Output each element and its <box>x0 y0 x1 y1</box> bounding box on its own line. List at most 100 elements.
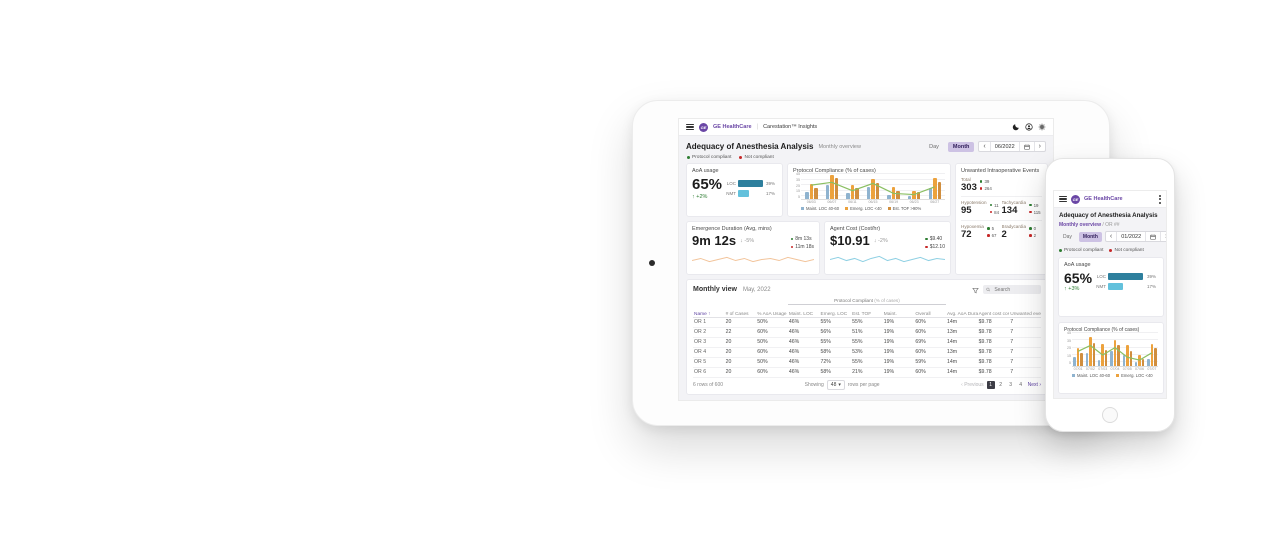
y-tick-label: 15 <box>1067 353 1071 358</box>
search-input[interactable] <box>992 285 1038 294</box>
emergence-duration-value: 9m 12s <box>692 233 737 248</box>
column-header[interactable]: Maint. <box>882 304 915 318</box>
table-cell: 20 <box>724 317 757 328</box>
bar-maint-loc-40-60 <box>907 196 912 199</box>
metric-label: Tachycardia <box>1001 200 1027 206</box>
bar-maint-loc-40-60 <box>846 193 850 199</box>
column-header[interactable]: Overall <box>914 304 946 318</box>
filter-icon[interactable] <box>972 281 979 299</box>
phone-toggle-day[interactable]: Day <box>1063 233 1072 240</box>
legend-dot <box>687 156 690 159</box>
table-cell: 60% <box>756 327 788 338</box>
bar-group <box>822 174 843 199</box>
bar-maint-loc-40-60 <box>887 194 891 199</box>
pagination-page-3[interactable]: 3 <box>1009 381 1013 388</box>
bar-group <box>924 174 945 199</box>
x-tick-label: 07/05 <box>1122 367 1132 371</box>
prev-period-button[interactable]: ‹ <box>983 143 986 150</box>
aoa-usage-value: 65% <box>692 176 723 193</box>
phone-next-period-button[interactable]: › <box>1160 232 1166 241</box>
table-row[interactable]: OR 3 20 50% 46% 55% 55% 19% 69% 14m $9.78 7 <box>693 337 1041 348</box>
rows-per-page-select[interactable]: 48 ▾ <box>826 379 845 390</box>
overall-trend-line <box>801 174 945 199</box>
hbar-fill <box>738 189 749 197</box>
dark-mode-moon-icon[interactable] <box>1012 123 1020 131</box>
phone-selected-period[interactable]: 01/2022 <box>1116 232 1145 241</box>
gridline <box>1072 339 1158 341</box>
table-cell: 13m <box>946 327 978 338</box>
bar-est-tof-90- <box>855 188 859 199</box>
bar-est-tof-90- <box>1141 358 1145 366</box>
pagination-next[interactable]: Next › <box>1027 381 1041 388</box>
table-cell: 20 <box>724 337 757 348</box>
phone-page-title: Adequacy of Anesthesia Analysis <box>1059 212 1158 219</box>
legend-dot <box>1059 249 1062 252</box>
brand-divider: | <box>756 124 759 130</box>
home-button[interactable] <box>1102 407 1118 423</box>
bar-est-tof-90- <box>1092 342 1096 366</box>
table-cell: 58% <box>819 367 852 378</box>
table-cell: 60% <box>756 347 788 358</box>
toggle-day[interactable]: Day <box>929 143 939 150</box>
bar-maint-loc-40-60 <box>1147 358 1150 366</box>
toggle-month[interactable]: Month <box>947 141 975 152</box>
table-cell: 21% <box>851 367 883 378</box>
menu-icon[interactable] <box>686 123 694 131</box>
phone-protocol-card: Protocol Compliance (% of cases) 5 15 25 35… <box>1058 322 1164 394</box>
column-header[interactable]: # of Cases <box>724 304 757 318</box>
user-account-icon[interactable] <box>1025 123 1033 131</box>
table-row[interactable]: OR 2 22 60% 46% 56% 51% 19% 60% 13m $9.78 7 <box>693 327 1041 338</box>
tablet-appbar: GE GE HealthCare | Carestation™ Insights <box>679 119 1053 136</box>
bar-emerg-loc-40 <box>1113 340 1117 366</box>
table-cell: 46% <box>787 337 820 348</box>
settings-gear-icon[interactable] <box>1038 123 1046 131</box>
bar-est-tof-90- <box>1080 352 1083 366</box>
column-header[interactable]: Est. TOF <box>851 304 883 318</box>
selected-period[interactable]: 06/2022 <box>989 142 1019 151</box>
column-header[interactable]: Maint. LOC <box>787 304 820 318</box>
bar-group <box>801 174 822 199</box>
metric-bad-count: 115 <box>1029 210 1041 215</box>
phone-aoa-usage-card: AoA usage 65% ↑ +3% LOC 39% NMT 17% <box>1058 257 1164 317</box>
more-options-icon[interactable] <box>1159 194 1161 204</box>
calendar-icon[interactable] <box>1018 142 1034 151</box>
table-row[interactable]: OR 4 20 60% 46% 58% 53% 19% 60% 13m $9.78 7 <box>693 347 1041 358</box>
table-cell: 19% <box>882 367 915 378</box>
next-period-button[interactable]: › <box>1033 142 1045 151</box>
table-row[interactable]: OR 5 20 50% 46% 72% 55% 19% 59% 14m $9.78 7 <box>693 357 1041 368</box>
pagination-previous[interactable]: ‹ Previous <box>961 381 984 388</box>
breadcrumb-current: / OR ## <box>1100 222 1120 228</box>
agent-bad-ref: $12.10 <box>929 244 945 250</box>
y-tick-label: 35 <box>796 177 800 182</box>
phone-toggle-month[interactable]: Month <box>1078 231 1102 242</box>
pagination-page-1[interactable]: 1 <box>986 380 995 389</box>
column-header[interactable]: Unwanted events <box>1009 304 1041 318</box>
table-cell: 55% <box>819 337 852 348</box>
pagination-page-2[interactable]: 2 <box>999 381 1003 388</box>
pagination-page-4[interactable]: 4 <box>1019 381 1023 388</box>
table-row[interactable]: OR 1 20 50% 46% 55% 55% 19% 60% 14m $9.78 7 <box>693 317 1041 328</box>
hbar-nmt: NMT 17% <box>1096 283 1158 291</box>
breadcrumb-monthly-overview[interactable]: Monthly overview <box>1059 222 1101 228</box>
phone-calendar-icon[interactable] <box>1145 232 1160 241</box>
table-row[interactable]: OR 6 20 60% 46% 58% 21% 19% 60% 14m $9.78 7 <box>693 367 1041 378</box>
hbar-value: 17% <box>766 190 776 196</box>
table-cell: $9.78 <box>977 327 1010 338</box>
column-header[interactable]: Agent cost cost/hr <box>977 304 1010 318</box>
column-header[interactable]: % AoA Usage <box>756 304 788 318</box>
x-tick-label: 07/04 <box>1110 367 1120 371</box>
bar-est-tof-90- <box>916 192 921 199</box>
chart-plot-area <box>801 173 945 200</box>
hbar-value: 17% <box>1147 284 1157 290</box>
y-tick-label: 15 <box>796 189 800 194</box>
column-header[interactable]: Avg. AoA Dura… (m) <box>946 304 978 318</box>
column-header[interactable]: Name ↑ <box>693 304 725 318</box>
x-tick-label: 07/07 <box>1147 367 1157 371</box>
phone-prev-period-button[interactable]: ‹ <box>1109 233 1113 240</box>
x-tick-label: 06/23 <box>909 200 919 204</box>
table-cell: 60% <box>914 317 946 328</box>
phone-menu-icon[interactable] <box>1059 195 1067 203</box>
column-header[interactable]: Emerg. LOC <box>819 304 852 318</box>
bar-maint-loc-40-60 <box>1073 357 1076 366</box>
bar-group <box>863 174 884 199</box>
